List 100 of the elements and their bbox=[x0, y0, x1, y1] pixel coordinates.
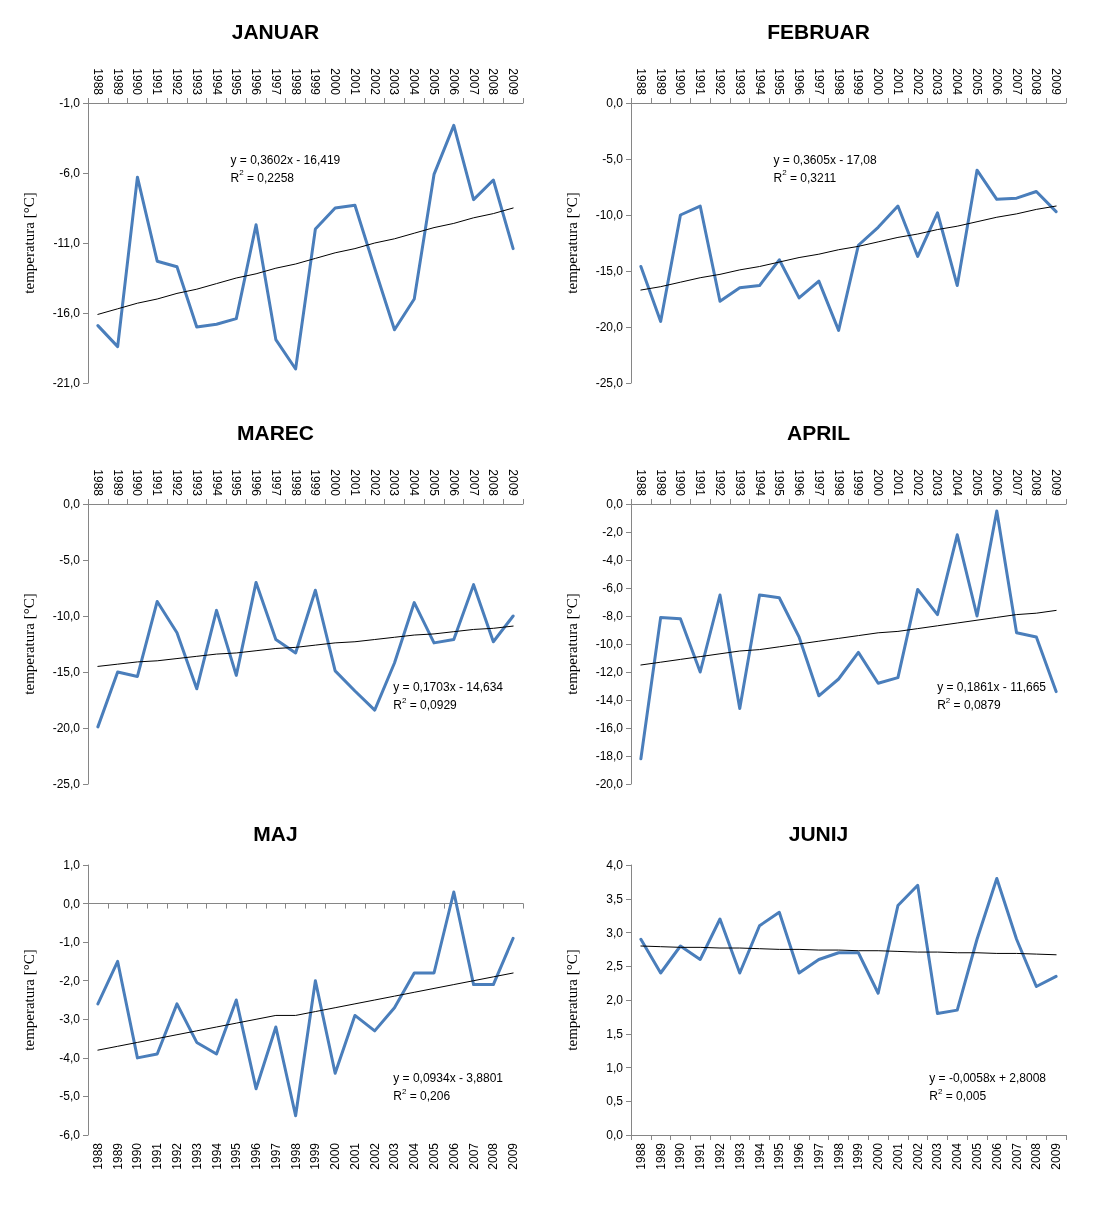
x-tick-label: 1989 bbox=[653, 469, 668, 497]
chart-title: FEBRUAR bbox=[767, 20, 870, 43]
y-tick-label: 0,0 bbox=[606, 497, 624, 511]
x-tick-label: 1992 bbox=[712, 68, 727, 96]
y-tick-label: -2,0 bbox=[59, 973, 81, 988]
y-tick-label: -4,0 bbox=[602, 553, 624, 567]
x-tick-label: 1998 bbox=[831, 469, 846, 497]
x-tick-label: 2009 bbox=[1049, 469, 1064, 497]
x-tick-label: 2007 bbox=[466, 68, 481, 96]
line-series bbox=[639, 509, 1058, 761]
x-tick-label: 1996 bbox=[249, 68, 264, 96]
x-tick-label: 2009 bbox=[506, 68, 521, 96]
line-series bbox=[97, 625, 514, 667]
x-tick-label: 2007 bbox=[466, 1142, 481, 1170]
x-tick-label: 2002 bbox=[367, 469, 382, 497]
y-tick-label: -20,0 bbox=[595, 777, 624, 791]
y-tick-label: -21,0 bbox=[52, 376, 81, 390]
x-tick-label: 2006 bbox=[989, 469, 1004, 497]
x-tick-label: 2000 bbox=[871, 1142, 886, 1170]
x-tick-label: 2004 bbox=[950, 469, 965, 497]
y-tick-label: -11,0 bbox=[53, 236, 81, 250]
y-axis-title: temperatura [°C] bbox=[20, 949, 37, 1051]
x-tick-label: 1994 bbox=[752, 1142, 767, 1170]
x-tick-label: 1988 bbox=[633, 1142, 648, 1170]
y-tick-label: -1,0 bbox=[59, 96, 81, 110]
y-axis-title: temperatura [°C] bbox=[20, 192, 37, 294]
y-tick-label: 0,0 bbox=[606, 96, 624, 110]
x-tick-label: 2001 bbox=[347, 68, 362, 96]
x-tick-label: 1993 bbox=[189, 469, 204, 497]
y-axis-title: temperatura [°C] bbox=[563, 593, 580, 695]
y-tick-label: 1,0 bbox=[606, 1060, 624, 1075]
line-series bbox=[96, 580, 515, 729]
x-tick-label: 1995 bbox=[229, 1142, 244, 1170]
x-tick-label: 2000 bbox=[328, 1142, 343, 1170]
line-series bbox=[640, 945, 1057, 956]
x-tick-label: 1989 bbox=[110, 1142, 125, 1170]
x-tick-label: 1989 bbox=[110, 68, 125, 96]
y-tick-label: -6,0 bbox=[59, 1128, 81, 1142]
y-tick-label: -20,0 bbox=[595, 320, 624, 334]
x-tick-label: 1989 bbox=[653, 68, 668, 96]
x-tick-label: 2009 bbox=[506, 1142, 521, 1170]
x-tick-label: 1990 bbox=[130, 469, 145, 497]
x-tick-label: 1998 bbox=[831, 1142, 846, 1170]
y-tick-label: 0,0 bbox=[606, 1128, 624, 1142]
x-tick-label: 2000 bbox=[871, 68, 886, 96]
x-tick-label: 1990 bbox=[673, 1142, 688, 1170]
x-tick-label: 1999 bbox=[851, 68, 866, 96]
x-tick-label: 1997 bbox=[811, 1142, 826, 1170]
x-tick-label: 2005 bbox=[427, 469, 442, 497]
x-tick-label: 1991 bbox=[150, 68, 165, 96]
x-tick-label: 2001 bbox=[890, 469, 905, 497]
x-tick-label: 1991 bbox=[693, 469, 708, 497]
x-tick-label: 2008 bbox=[1029, 68, 1044, 96]
y-tick-label: -5,0 bbox=[59, 1089, 81, 1104]
x-tick-label: 1990 bbox=[673, 469, 688, 497]
x-tick-label: 1995 bbox=[229, 68, 244, 96]
y-tick-label: -25,0 bbox=[595, 376, 624, 390]
x-tick-label: 1994 bbox=[752, 469, 767, 497]
x-tick-label: 1998 bbox=[288, 68, 303, 96]
x-tick-label: 1992 bbox=[169, 469, 184, 497]
x-tick-label: 1991 bbox=[150, 469, 165, 497]
line-series bbox=[640, 609, 1057, 666]
x-tick-label: 1995 bbox=[772, 469, 787, 497]
annotation: y = -0,0058x + 2,8008 bbox=[929, 1071, 1047, 1085]
y-tick-label: -10,0 bbox=[595, 208, 624, 222]
y-tick-label: -10,0 bbox=[52, 609, 81, 623]
x-tick-label: 2006 bbox=[446, 469, 461, 497]
annotation: y = 0,1703x - 14,634 bbox=[393, 680, 504, 694]
y-tick-label: -6,0 bbox=[59, 166, 81, 180]
x-tick-label: 1988 bbox=[90, 469, 105, 497]
x-tick-label: 2007 bbox=[1009, 1142, 1024, 1170]
x-tick-label: 2007 bbox=[466, 469, 481, 497]
y-axis-title: temperatura [°C] bbox=[20, 593, 37, 695]
x-tick-label: 1994 bbox=[209, 469, 224, 497]
x-tick-label: 1988 bbox=[633, 68, 648, 96]
y-tick-label: -6,0 bbox=[602, 581, 624, 595]
x-tick-label: 2008 bbox=[486, 68, 501, 96]
x-tick-label: 2009 bbox=[1049, 1142, 1064, 1170]
line-series bbox=[97, 207, 514, 315]
chart-title: APRIL bbox=[787, 421, 851, 444]
x-tick-label: 1989 bbox=[110, 469, 125, 497]
y-tick-label: 0,0 bbox=[63, 497, 81, 511]
x-tick-label: 2008 bbox=[1029, 469, 1044, 497]
line-series bbox=[96, 123, 515, 371]
x-tick-label: 2001 bbox=[890, 1142, 905, 1170]
x-tick-label: 2001 bbox=[347, 469, 362, 497]
line-series bbox=[640, 205, 1057, 291]
x-tick-label: 2006 bbox=[989, 68, 1004, 96]
y-tick-label: -4,0 bbox=[59, 1050, 81, 1065]
x-tick-label: 2003 bbox=[387, 68, 402, 96]
x-tick-label: 1998 bbox=[288, 1142, 303, 1170]
y-tick-label: -1,0 bbox=[59, 935, 81, 950]
y-tick-label: 0,0 bbox=[63, 896, 81, 911]
y-tick-label: 0,5 bbox=[606, 1094, 624, 1109]
x-tick-label: 1997 bbox=[268, 1142, 283, 1170]
y-tick-label: -12,0 bbox=[595, 665, 624, 679]
x-tick-label: 1992 bbox=[169, 1142, 184, 1170]
x-tick-label: 2005 bbox=[970, 68, 985, 96]
y-tick-label: -25,0 bbox=[52, 777, 81, 791]
x-tick-label: 1993 bbox=[732, 469, 747, 497]
